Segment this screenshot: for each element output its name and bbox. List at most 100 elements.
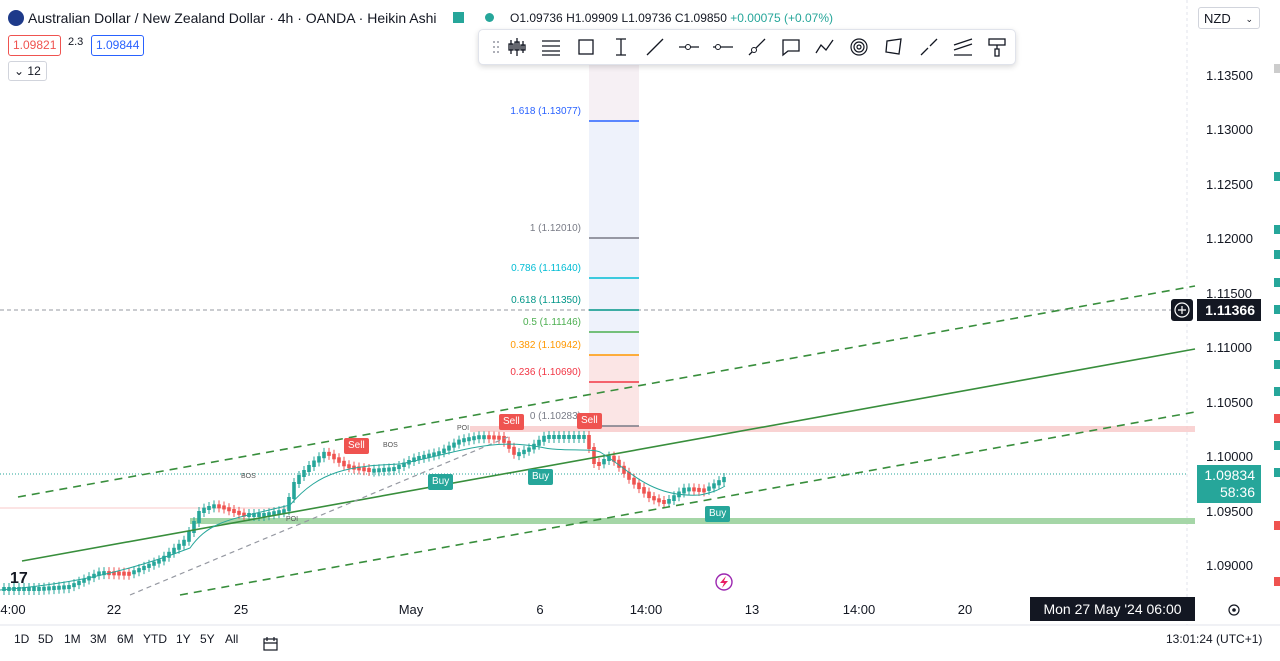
range-button-1y[interactable]: 1Y xyxy=(176,632,191,646)
range-button-6m[interactable]: 6M xyxy=(117,632,134,646)
path-icon[interactable] xyxy=(814,36,836,58)
range-button-3m[interactable]: 3M xyxy=(90,632,107,646)
currency-selector[interactable]: NZD ⌄ xyxy=(1198,7,1260,29)
candle-body xyxy=(47,586,51,591)
candle-body xyxy=(72,583,76,588)
drag-handle-icon[interactable] xyxy=(485,36,499,58)
market-open-icon xyxy=(485,13,494,22)
candle-body xyxy=(207,506,211,510)
range-button-all[interactable]: All xyxy=(225,632,239,646)
candle-body xyxy=(632,477,636,485)
drawing-toolbar xyxy=(478,29,1016,65)
buy-signal: Buy xyxy=(705,506,731,522)
candle-body xyxy=(532,443,536,450)
candle-body xyxy=(522,449,526,455)
rectangle-icon[interactable] xyxy=(575,36,597,58)
candle-body xyxy=(402,462,406,467)
candle-body xyxy=(102,571,106,576)
sell-price-button[interactable]: 1.09821 xyxy=(8,35,62,56)
candle-body xyxy=(697,487,701,492)
range-button-1d[interactable]: 1D xyxy=(14,632,30,646)
candle-body xyxy=(492,435,496,440)
poi-label: POI xyxy=(286,516,299,523)
candle-body xyxy=(657,498,661,503)
brush-icon[interactable] xyxy=(918,36,940,58)
buy-price-button[interactable]: 1.09844 xyxy=(91,35,145,56)
candle-body xyxy=(642,487,646,494)
chart-settings-icon[interactable] xyxy=(1227,603,1241,622)
candle-body xyxy=(397,465,401,470)
candle-body xyxy=(187,531,191,542)
ray-icon[interactable] xyxy=(746,36,768,58)
price-tick: 1.11000 xyxy=(1206,340,1253,355)
callout-icon[interactable] xyxy=(780,36,802,58)
candle-body xyxy=(177,543,181,550)
open-value: O1.09736 xyxy=(510,11,563,25)
text-cursor-icon[interactable] xyxy=(610,36,632,58)
candle-body xyxy=(487,435,491,440)
candle-body xyxy=(122,571,126,576)
candle-body xyxy=(82,578,86,583)
candle-body xyxy=(387,467,391,472)
candle-body xyxy=(392,467,396,472)
fib-level-label: 0.786 (1.11640) xyxy=(511,263,581,274)
range-button-5d[interactable]: 5D xyxy=(38,632,54,646)
side-marker xyxy=(1274,332,1280,341)
candle-body xyxy=(17,587,21,591)
flag-icon[interactable] xyxy=(453,12,464,23)
sell-signal: Sell xyxy=(577,413,602,429)
horizontal-ray-icon[interactable] xyxy=(678,36,700,58)
candle-body xyxy=(687,487,691,492)
symbol-title[interactable]: Australian Dollar / New Zealand Dollar ·… xyxy=(28,10,437,26)
side-marker xyxy=(1274,225,1280,234)
candle-body xyxy=(242,512,246,517)
lot-size-field[interactable]: ⌄ 12 xyxy=(8,61,47,81)
candle-body xyxy=(612,455,616,462)
candle-body xyxy=(597,462,601,466)
fib-level-label: 1 (1.12010) xyxy=(529,223,581,234)
fib-channel-icon[interactable] xyxy=(952,36,974,58)
clock[interactable]: 13:01:24 (UTC+1) xyxy=(1166,632,1263,646)
trend-line-icon[interactable] xyxy=(644,36,666,58)
calendar-icon[interactable] xyxy=(262,636,280,657)
candle-body xyxy=(282,509,286,514)
fib-circle-icon[interactable] xyxy=(848,36,870,58)
add-alert-icon[interactable] xyxy=(1171,299,1193,321)
price-tick: 1.09500 xyxy=(1206,504,1253,519)
candle-body xyxy=(692,487,696,492)
candle-body xyxy=(502,435,506,443)
horizontal-line-icon[interactable] xyxy=(712,36,734,58)
fib-level-label: 0.382 (1.10942) xyxy=(510,340,581,351)
price-tick: 1.12500 xyxy=(1206,177,1253,192)
time-tick: 13 xyxy=(744,602,760,617)
candle-body xyxy=(227,507,231,512)
range-button-ytd[interactable]: YTD xyxy=(143,632,167,646)
range-button-5y[interactable]: 5Y xyxy=(200,632,215,646)
candle-body xyxy=(327,451,331,456)
candle-body xyxy=(507,440,511,449)
candle-body xyxy=(442,448,446,454)
range-button-1m[interactable]: 1M xyxy=(64,632,81,646)
candle-body xyxy=(462,438,466,443)
svg-text:17: 17 xyxy=(10,570,28,587)
fork-icon[interactable] xyxy=(506,36,528,58)
side-marker xyxy=(1274,278,1280,287)
side-marker xyxy=(1274,414,1280,423)
candle-body xyxy=(67,585,71,590)
horizontal-lines-icon[interactable] xyxy=(540,36,562,58)
change-value: +0.00075 (+0.07%) xyxy=(730,11,833,25)
candle-body xyxy=(352,465,356,470)
candle-body xyxy=(222,505,226,510)
symbol-logo-icon xyxy=(8,10,24,26)
current-price: 1.09834 xyxy=(1204,467,1255,483)
bos-label: BOS xyxy=(241,473,256,480)
candle-body xyxy=(312,460,316,467)
candle-body xyxy=(367,468,371,473)
candle-body xyxy=(182,539,186,546)
candle-body xyxy=(307,465,311,472)
high-value: H1.09909 xyxy=(566,11,619,25)
paint-roller-icon[interactable] xyxy=(986,36,1008,58)
polygon-icon[interactable] xyxy=(883,36,905,58)
candle-body xyxy=(432,452,436,457)
